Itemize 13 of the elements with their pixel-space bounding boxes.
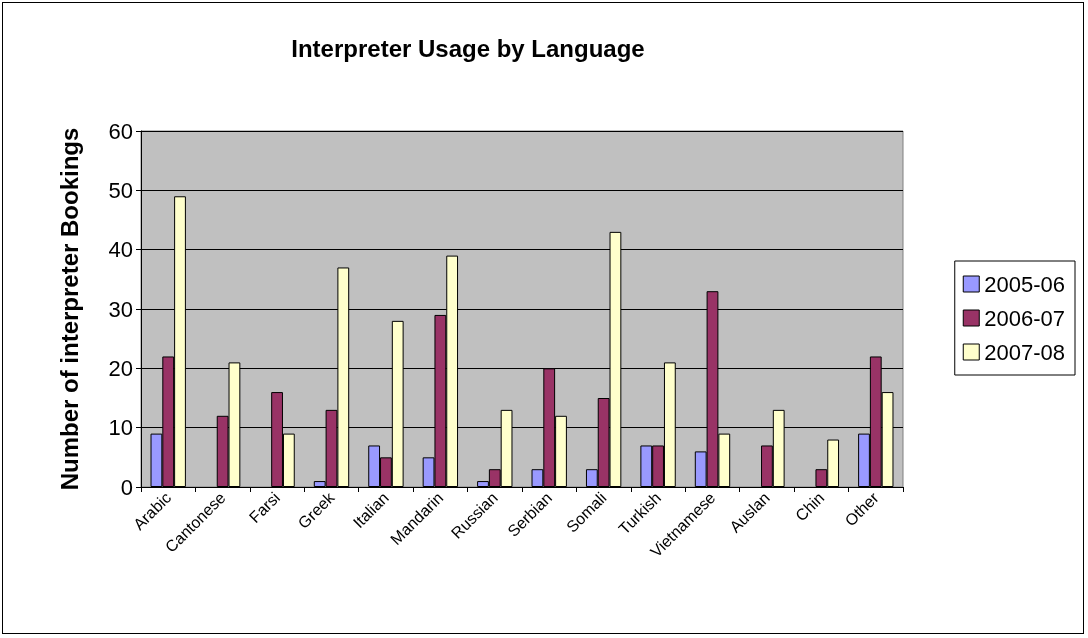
y-tick-label: 10 bbox=[108, 415, 133, 441]
legend-label: 2006-07 bbox=[984, 305, 1066, 331]
y-tick-label: 60 bbox=[108, 118, 133, 144]
y-tick-label: 30 bbox=[108, 296, 133, 322]
y-axis-title: Number of interpreter Bookings bbox=[55, 127, 83, 491]
legend-label: 2005-06 bbox=[984, 271, 1066, 297]
y-tick-label: 40 bbox=[108, 237, 133, 263]
y-tick-label: 0 bbox=[120, 474, 133, 500]
chart-title: Interpreter Usage by Language bbox=[291, 34, 645, 62]
x-tick-label: Chin bbox=[792, 488, 828, 525]
y-tick-label: 20 bbox=[108, 355, 133, 381]
y-tick-label: 50 bbox=[108, 177, 133, 203]
legend-label: 2007-08 bbox=[984, 339, 1066, 365]
